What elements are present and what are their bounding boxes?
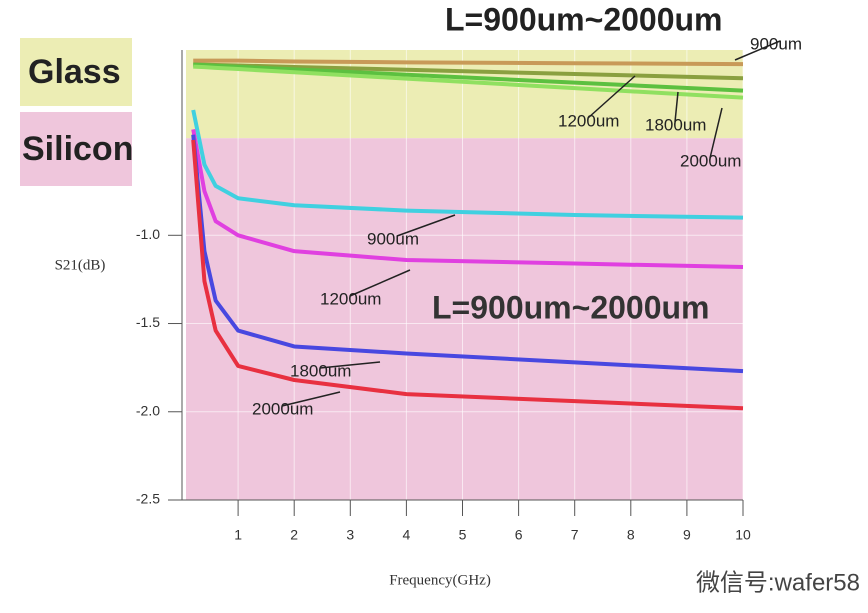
series-line	[191, 134, 744, 374]
annotation-arrow	[674, 91, 679, 123]
y-tick-label: -1.5	[136, 314, 160, 330]
series-line	[191, 129, 744, 270]
series-line	[193, 58, 744, 67]
plot-area	[182, 50, 744, 501]
x-tick-label: 6	[515, 527, 523, 543]
series-label: 1200um	[320, 289, 381, 308]
annotation-arrow	[587, 75, 636, 119]
x-tick-label: 4	[403, 527, 411, 543]
series-line	[191, 109, 744, 220]
annotation-arrow	[349, 269, 411, 297]
series-label: 900um	[367, 229, 419, 248]
x-tick-label: 7	[571, 527, 579, 543]
legend-box	[20, 112, 132, 186]
x-tick-label: 5	[459, 527, 467, 543]
series-line	[191, 139, 744, 411]
y-tick-label: -2.5	[136, 491, 160, 507]
series-label: 1200um	[558, 111, 619, 130]
legend-box	[20, 38, 132, 106]
watermark: 微信号:wafer58	[696, 569, 860, 596]
x-tick-label: 2	[290, 527, 298, 543]
annotation-arrow	[709, 107, 723, 159]
y-tick-label: -2.0	[136, 402, 160, 418]
series-label: 2000um	[680, 151, 741, 170]
y-tick-label: -1.0	[136, 226, 160, 242]
series-label: 1800um	[290, 361, 351, 380]
legend-label: Glass	[28, 53, 121, 91]
series-label: 1800um	[645, 115, 706, 134]
annotation-arrow	[396, 214, 456, 237]
annotation-arrow	[281, 391, 341, 407]
annotation-arrow	[319, 361, 381, 369]
chart-subtitle: L=900um~2000um	[432, 289, 710, 325]
x-tick-label: 3	[346, 527, 354, 543]
y-axis-label: S21(dB)	[55, 257, 106, 273]
annotation-arrow	[734, 40, 781, 61]
region-band	[186, 138, 743, 500]
x-tick-label: 8	[627, 527, 635, 543]
x-tick-label: 1	[234, 527, 242, 543]
series-label: 2000um	[252, 399, 313, 418]
chart-title: L=900um~2000um	[445, 1, 723, 37]
x-tick-label: 10	[735, 527, 751, 543]
legend-label: Silicon	[22, 130, 133, 168]
series-label: 900um	[750, 34, 802, 53]
x-axis-label: Frequency(GHz)	[389, 572, 491, 588]
series-line	[193, 64, 744, 100]
x-tick-label: 9	[683, 527, 691, 543]
